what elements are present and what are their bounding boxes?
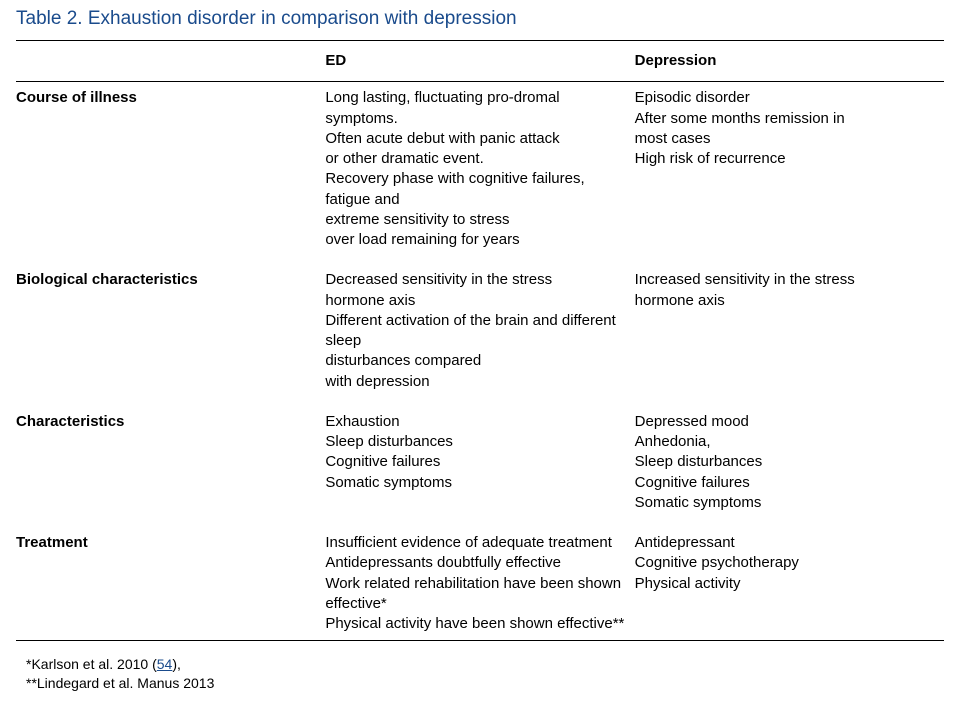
footnote-2: **Lindegard et al. Manus 2013 (26, 675, 214, 691)
header-empty (16, 41, 325, 82)
cell-treat-ed: Insufficient evidence of adequate treatm… (325, 519, 634, 641)
row-label-course: Course of illness (16, 82, 325, 257)
table-row: Biological characteristics Decreased sen… (16, 256, 944, 398)
cell-bio-ed: Decreased sensitivity in the stresshormo… (325, 256, 634, 398)
header-depression: Depression (635, 41, 944, 82)
table-header-row: ED Depression (16, 41, 944, 82)
cell-course-dep: Episodic disorderAfter some months remis… (635, 82, 944, 257)
cell-treat-dep: AntidepressantCognitive psychotherapyPhy… (635, 519, 944, 641)
table-row: Treatment Insufficient evidence of adequ… (16, 519, 944, 641)
cell-char-ed: ExhaustionSleep disturbancesCognitive fa… (325, 398, 634, 519)
row-label-bio: Biological characteristics (16, 256, 325, 398)
footnote-1-pre: *Karlson et al. 2010 ( (26, 656, 157, 672)
footnote-1-post: ), (172, 656, 181, 672)
header-ed: ED (325, 41, 634, 82)
row-label-char: Characteristics (16, 398, 325, 519)
table-row: Course of illness Long lasting, fluctuat… (16, 82, 944, 257)
cell-course-ed: Long lasting, fluctuating pro-dromal sym… (325, 82, 634, 257)
cell-bio-dep: Increased sensitivity in the stresshormo… (635, 256, 944, 398)
cell-char-dep: Depressed moodAnhedonia,Sleep disturbanc… (635, 398, 944, 519)
comparison-table: ED Depression Course of illness Long las… (16, 40, 944, 641)
table-row: Characteristics ExhaustionSleep disturba… (16, 398, 944, 519)
table-title: Table 2. Exhaustion disorder in comparis… (16, 8, 944, 30)
footnotes: *Karlson et al. 2010 (54), **Lindegard e… (26, 655, 944, 693)
row-label-treat: Treatment (16, 519, 325, 641)
footnote-ref-link[interactable]: 54 (157, 656, 173, 672)
